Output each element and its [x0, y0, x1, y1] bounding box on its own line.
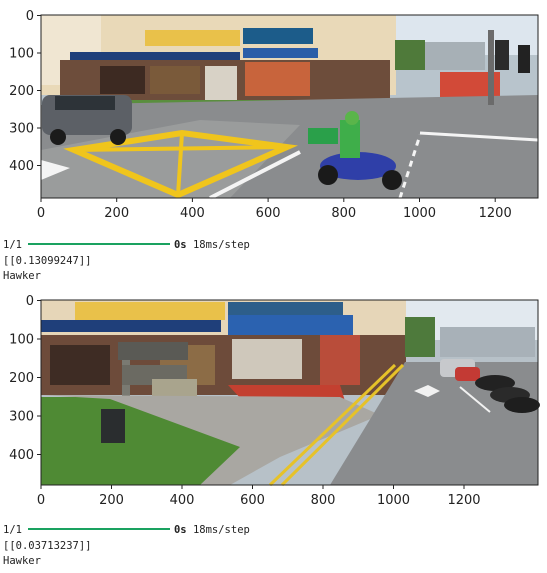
y-tick-label: 300 — [9, 122, 34, 137]
x-axis-2: 0 200 400 600 800 1000 1200 — [37, 485, 481, 508]
progress-count: 1/1 — [3, 524, 22, 536]
progress-bar — [27, 528, 170, 530]
street-photo-1 — [41, 15, 539, 200]
timing-rest: 18ms/step — [186, 524, 250, 536]
x-tick-label: 400 — [180, 206, 205, 221]
prediction-output-1: [[0.13099247]] — [3, 255, 92, 267]
image-axes-1: 0 200 400 600 800 1000 1200 0 100 200 30… — [9, 9, 539, 221]
class-label-2: Hawker — [3, 555, 41, 567]
x-tick-label: 200 — [99, 493, 124, 508]
x-axis-1: 0 200 400 600 800 1000 1200 — [37, 198, 512, 221]
image-plot-2: 0 200 400 600 800 1000 1200 0 100 200 30… — [0, 287, 547, 517]
output-cell-1: 0 200 400 600 800 1000 1200 0 100 200 30… — [0, 0, 547, 282]
axes-frame-1 — [40, 14, 539, 199]
class-label-1: Hawker — [3, 270, 41, 282]
x-tick-label: 1200 — [447, 493, 480, 508]
image-plot-1: 0 200 400 600 800 1000 1200 0 100 200 30… — [0, 0, 547, 230]
x-tick-label: 200 — [104, 206, 129, 221]
progress-bar — [27, 243, 170, 245]
x-tick-label: 0 — [37, 206, 45, 221]
progress-line-1: 1/1 0s 18ms/step — [3, 238, 250, 252]
y-axis-2: 0 100 200 300 400 — [9, 294, 41, 463]
timing-rest: 18ms/step — [186, 239, 250, 251]
y-tick-label: 300 — [9, 410, 34, 425]
y-tick-label: 0 — [26, 294, 34, 309]
x-tick-label: 1000 — [403, 206, 436, 221]
street-photo-2 — [41, 300, 540, 487]
y-tick-label: 200 — [9, 371, 34, 386]
x-tick-label: 400 — [170, 493, 195, 508]
x-tick-label: 800 — [311, 493, 336, 508]
y-tick-label: 400 — [9, 159, 34, 174]
y-tick-label: 0 — [26, 9, 34, 24]
timing-value: 0s — [173, 524, 187, 536]
progress-count: 1/1 — [3, 239, 22, 251]
prediction-output-2: [[0.03713237]] — [3, 540, 92, 552]
x-tick-label: 800 — [331, 206, 356, 221]
y-axis-1: 0 100 200 300 400 — [9, 9, 41, 174]
image-axes-2: 0 200 400 600 800 1000 1200 0 100 200 30… — [9, 294, 540, 508]
progress-line-2: 1/1 0s 18ms/step — [3, 523, 250, 537]
y-tick-label: 400 — [9, 448, 34, 463]
y-tick-label: 100 — [9, 47, 34, 62]
x-tick-label: 0 — [37, 493, 45, 508]
timing-value: 0s — [173, 239, 187, 251]
x-tick-label: 1000 — [377, 493, 410, 508]
x-tick-label: 1200 — [479, 206, 512, 221]
axes-frame-2 — [40, 299, 539, 486]
y-tick-label: 100 — [9, 333, 34, 348]
output-cell-2: 0 200 400 600 800 1000 1200 0 100 200 30… — [0, 287, 547, 573]
x-tick-label: 600 — [256, 206, 281, 221]
y-tick-label: 200 — [9, 84, 34, 99]
x-tick-label: 600 — [240, 493, 265, 508]
